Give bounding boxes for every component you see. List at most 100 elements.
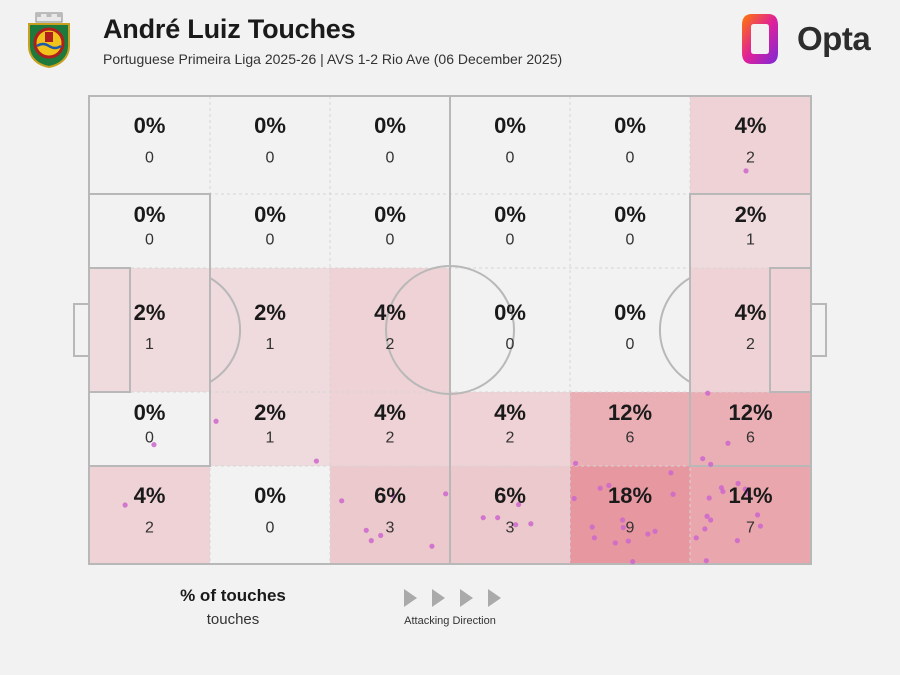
crest-crown <box>35 12 63 23</box>
touch-point <box>704 513 710 519</box>
zone-touch-count: 3 <box>386 520 395 537</box>
zone-touch-count: 0 <box>506 150 515 167</box>
touch-point <box>702 526 708 532</box>
heat-zone <box>450 466 570 564</box>
heat-zone <box>89 96 210 194</box>
zone-percent-label: 0% <box>494 113 526 138</box>
zone-touch-count: 9 <box>626 520 635 537</box>
touch-point <box>363 527 369 533</box>
touch-point <box>652 528 658 534</box>
zone-touch-count: 2 <box>506 429 515 446</box>
heat-zone <box>570 96 690 194</box>
touch-point <box>513 522 519 528</box>
heat-zone <box>450 268 570 392</box>
zone-touch-count: 0 <box>506 231 515 248</box>
touch-point <box>708 461 714 467</box>
touch-point <box>571 495 577 502</box>
zone-touch-count: 1 <box>746 231 755 248</box>
zone-touch-count: 2 <box>386 429 395 446</box>
page-title: André Luiz Touches <box>103 14 356 44</box>
zone-touch-count: 0 <box>386 231 395 248</box>
touch-point <box>589 524 595 530</box>
zone-labels: 0%00%00%00%00%04%20%00%00%00%00%02%12%12… <box>134 113 773 536</box>
touch-point <box>443 491 449 497</box>
zone-percent-label: 0% <box>614 113 646 138</box>
zone-percent-label: 2% <box>254 400 286 425</box>
heat-zone <box>570 392 690 466</box>
zone-percent-label: 14% <box>728 483 772 508</box>
zone-touch-count: 0 <box>626 231 635 248</box>
touch-point <box>368 538 374 544</box>
zone-touch-count: 0 <box>145 231 154 248</box>
touch-point <box>213 418 219 424</box>
zone-touch-count: 6 <box>626 429 635 446</box>
heat-zone <box>330 392 450 466</box>
zone-touch-count: 1 <box>266 336 275 353</box>
legend-count-label: touches <box>206 611 260 628</box>
zone-percent-label: 6% <box>374 483 406 508</box>
left-goal <box>73 303 90 357</box>
zone-percent-label: 0% <box>494 300 526 325</box>
crest-wave <box>36 42 62 50</box>
zone-touch-count: 0 <box>626 150 635 167</box>
touch-point <box>630 559 636 565</box>
zone-percent-label: 0% <box>134 113 166 138</box>
zone-percent-label: 0% <box>254 483 286 508</box>
touch-point <box>708 517 714 523</box>
zone-percent-label: 0% <box>494 202 526 227</box>
touch-point <box>735 480 741 487</box>
touch-point <box>743 168 749 174</box>
heat-zone <box>210 268 330 392</box>
zone-touch-count: 2 <box>746 336 755 353</box>
touch-point <box>620 524 626 531</box>
zone-percent-label: 4% <box>735 113 767 138</box>
zone-percent-label: 2% <box>254 300 286 325</box>
touch-point <box>625 538 631 544</box>
touch-point <box>573 460 579 466</box>
zone-touch-count: 0 <box>626 336 635 353</box>
touch-point <box>480 515 486 521</box>
touch-point <box>645 531 651 537</box>
touch-point <box>670 491 676 497</box>
heatmap-zones <box>89 96 811 564</box>
heat-zone <box>690 466 811 564</box>
touch-point <box>378 532 384 539</box>
zone-percent-label: 4% <box>374 400 406 425</box>
zone-touch-count: 2 <box>386 336 395 353</box>
touch-point <box>429 543 435 549</box>
touch-point <box>122 502 128 508</box>
touch-point <box>339 498 345 504</box>
legend-percent-label: % of touches <box>180 586 286 605</box>
heat-zone <box>570 268 690 392</box>
zone-percent-label: 0% <box>614 202 646 227</box>
touch-point <box>700 456 706 462</box>
touch-point <box>515 501 522 508</box>
direction-arrow-icon <box>460 589 473 607</box>
heat-zone <box>89 466 210 564</box>
match-subtitle: Portuguese Primeira Liga 2025-26 | AVS 1… <box>103 51 563 67</box>
zone-touch-count: 0 <box>145 429 154 446</box>
zone-touch-count: 2 <box>145 520 154 537</box>
opta-logo-icon <box>742 14 778 64</box>
zone-percent-label: 0% <box>614 300 646 325</box>
heat-zone <box>330 268 450 392</box>
attacking-direction-label: Attacking Direction <box>404 615 496 627</box>
zone-touch-count: 6 <box>746 429 755 446</box>
heat-zone <box>450 392 570 466</box>
heat-zone <box>690 194 811 268</box>
touch-point <box>612 540 618 546</box>
heat-zone <box>89 268 210 392</box>
touch-point <box>703 558 709 564</box>
zone-percent-label: 12% <box>608 400 652 425</box>
zone-percent-label: 2% <box>735 202 767 227</box>
touch-point <box>391 493 397 499</box>
zone-percent-label: 0% <box>374 202 406 227</box>
zone-touch-count: 0 <box>386 150 395 167</box>
zone-touch-count: 0 <box>145 150 154 167</box>
centre-circle <box>385 265 515 395</box>
zone-touch-count: 2 <box>746 150 755 167</box>
zone-percent-label: 0% <box>374 113 406 138</box>
touch-point <box>754 512 761 518</box>
zone-touch-count: 0 <box>266 231 275 248</box>
zone-touch-count: 1 <box>266 429 275 446</box>
